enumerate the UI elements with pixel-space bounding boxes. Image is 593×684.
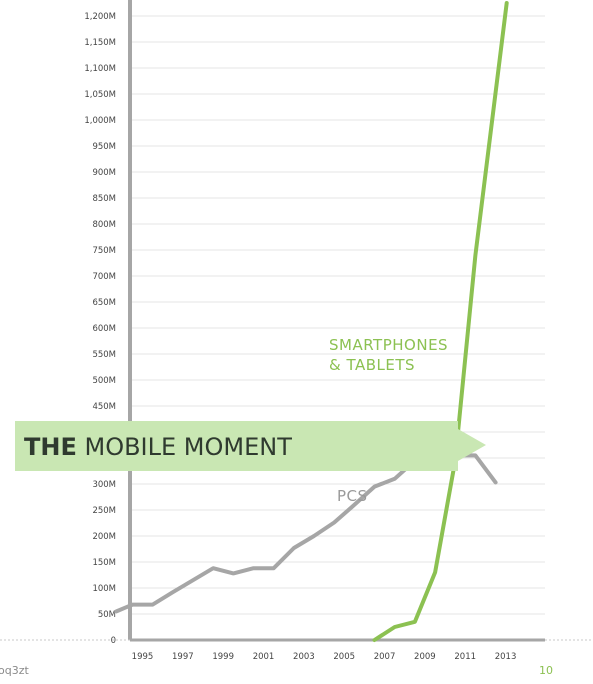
y-tick-label: 1,150M bbox=[84, 38, 116, 48]
x-tick-label: 1999 bbox=[212, 652, 234, 662]
grid-lines bbox=[130, 15, 545, 615]
pcs-label: PCS bbox=[337, 487, 368, 505]
x-tick-label: 2007 bbox=[374, 652, 396, 662]
y-tick-label: 600M bbox=[92, 324, 116, 334]
banner-title-rest: MOBILE MOMENT bbox=[77, 433, 292, 461]
y-tick-label: 450M bbox=[92, 402, 116, 412]
y-tick-label: 800M bbox=[92, 220, 116, 230]
banner-title: THE MOBILE MOMENT bbox=[24, 433, 292, 461]
x-tick-label: 2003 bbox=[293, 652, 315, 662]
page-number: 10 bbox=[539, 664, 553, 677]
x-tick-label: 2013 bbox=[495, 652, 517, 662]
smartphones-label-line1: SMARTPHONES bbox=[329, 336, 448, 354]
series-lines bbox=[114, 1, 509, 642]
y-tick-label: 50M bbox=[98, 610, 116, 620]
smartphones-series-line bbox=[372, 1, 509, 642]
mobile-moment-banner: THE MOBILE MOMENT bbox=[15, 421, 486, 471]
smartphones-label-line2: & TABLETS bbox=[329, 356, 415, 374]
y-tick-label: 1,100M bbox=[84, 64, 116, 74]
y-tick-label: 950M bbox=[92, 142, 116, 152]
y-tick-label: 0 bbox=[111, 636, 116, 646]
y-tick-label: 1,000M bbox=[84, 116, 116, 126]
x-tick-label: 2011 bbox=[454, 652, 476, 662]
y-tick-label: 300M bbox=[92, 480, 116, 490]
y-tick-label: 650M bbox=[92, 298, 116, 308]
x-tick-label: 2005 bbox=[333, 652, 355, 662]
y-tick-label: 700M bbox=[92, 272, 116, 282]
y-tick-label: 1,050M bbox=[84, 90, 116, 100]
x-axis-ticks: 1995 1997 1999 2001 2003 2005 2007 2009 2011 2013 bbox=[132, 652, 517, 662]
x-tick-label: 2009 bbox=[414, 652, 436, 662]
x-tick-label: 1995 bbox=[132, 652, 154, 662]
banner-title-bold: THE bbox=[24, 433, 77, 461]
banner-arrow bbox=[15, 421, 486, 471]
y-tick-label: 850M bbox=[92, 194, 116, 204]
y-tick-label: 150M bbox=[92, 558, 116, 568]
y-tick-label: 100M bbox=[92, 584, 116, 594]
slide-id: oq3zt bbox=[0, 664, 29, 677]
y-tick-label: 750M bbox=[92, 246, 116, 256]
y-tick-label: 900M bbox=[92, 168, 116, 178]
y-axis-ticks: 050M100M150M200M250M300M350M400M450M500M… bbox=[84, 12, 116, 646]
y-tick-label: 1,200M bbox=[84, 12, 116, 22]
y-tick-label: 500M bbox=[92, 376, 116, 386]
y-tick-label: 200M bbox=[92, 532, 116, 542]
y-tick-label: 550M bbox=[92, 350, 116, 360]
y-tick-label: 250M bbox=[92, 506, 116, 516]
x-tick-label: 2001 bbox=[253, 652, 275, 662]
x-tick-label: 1997 bbox=[172, 652, 194, 662]
